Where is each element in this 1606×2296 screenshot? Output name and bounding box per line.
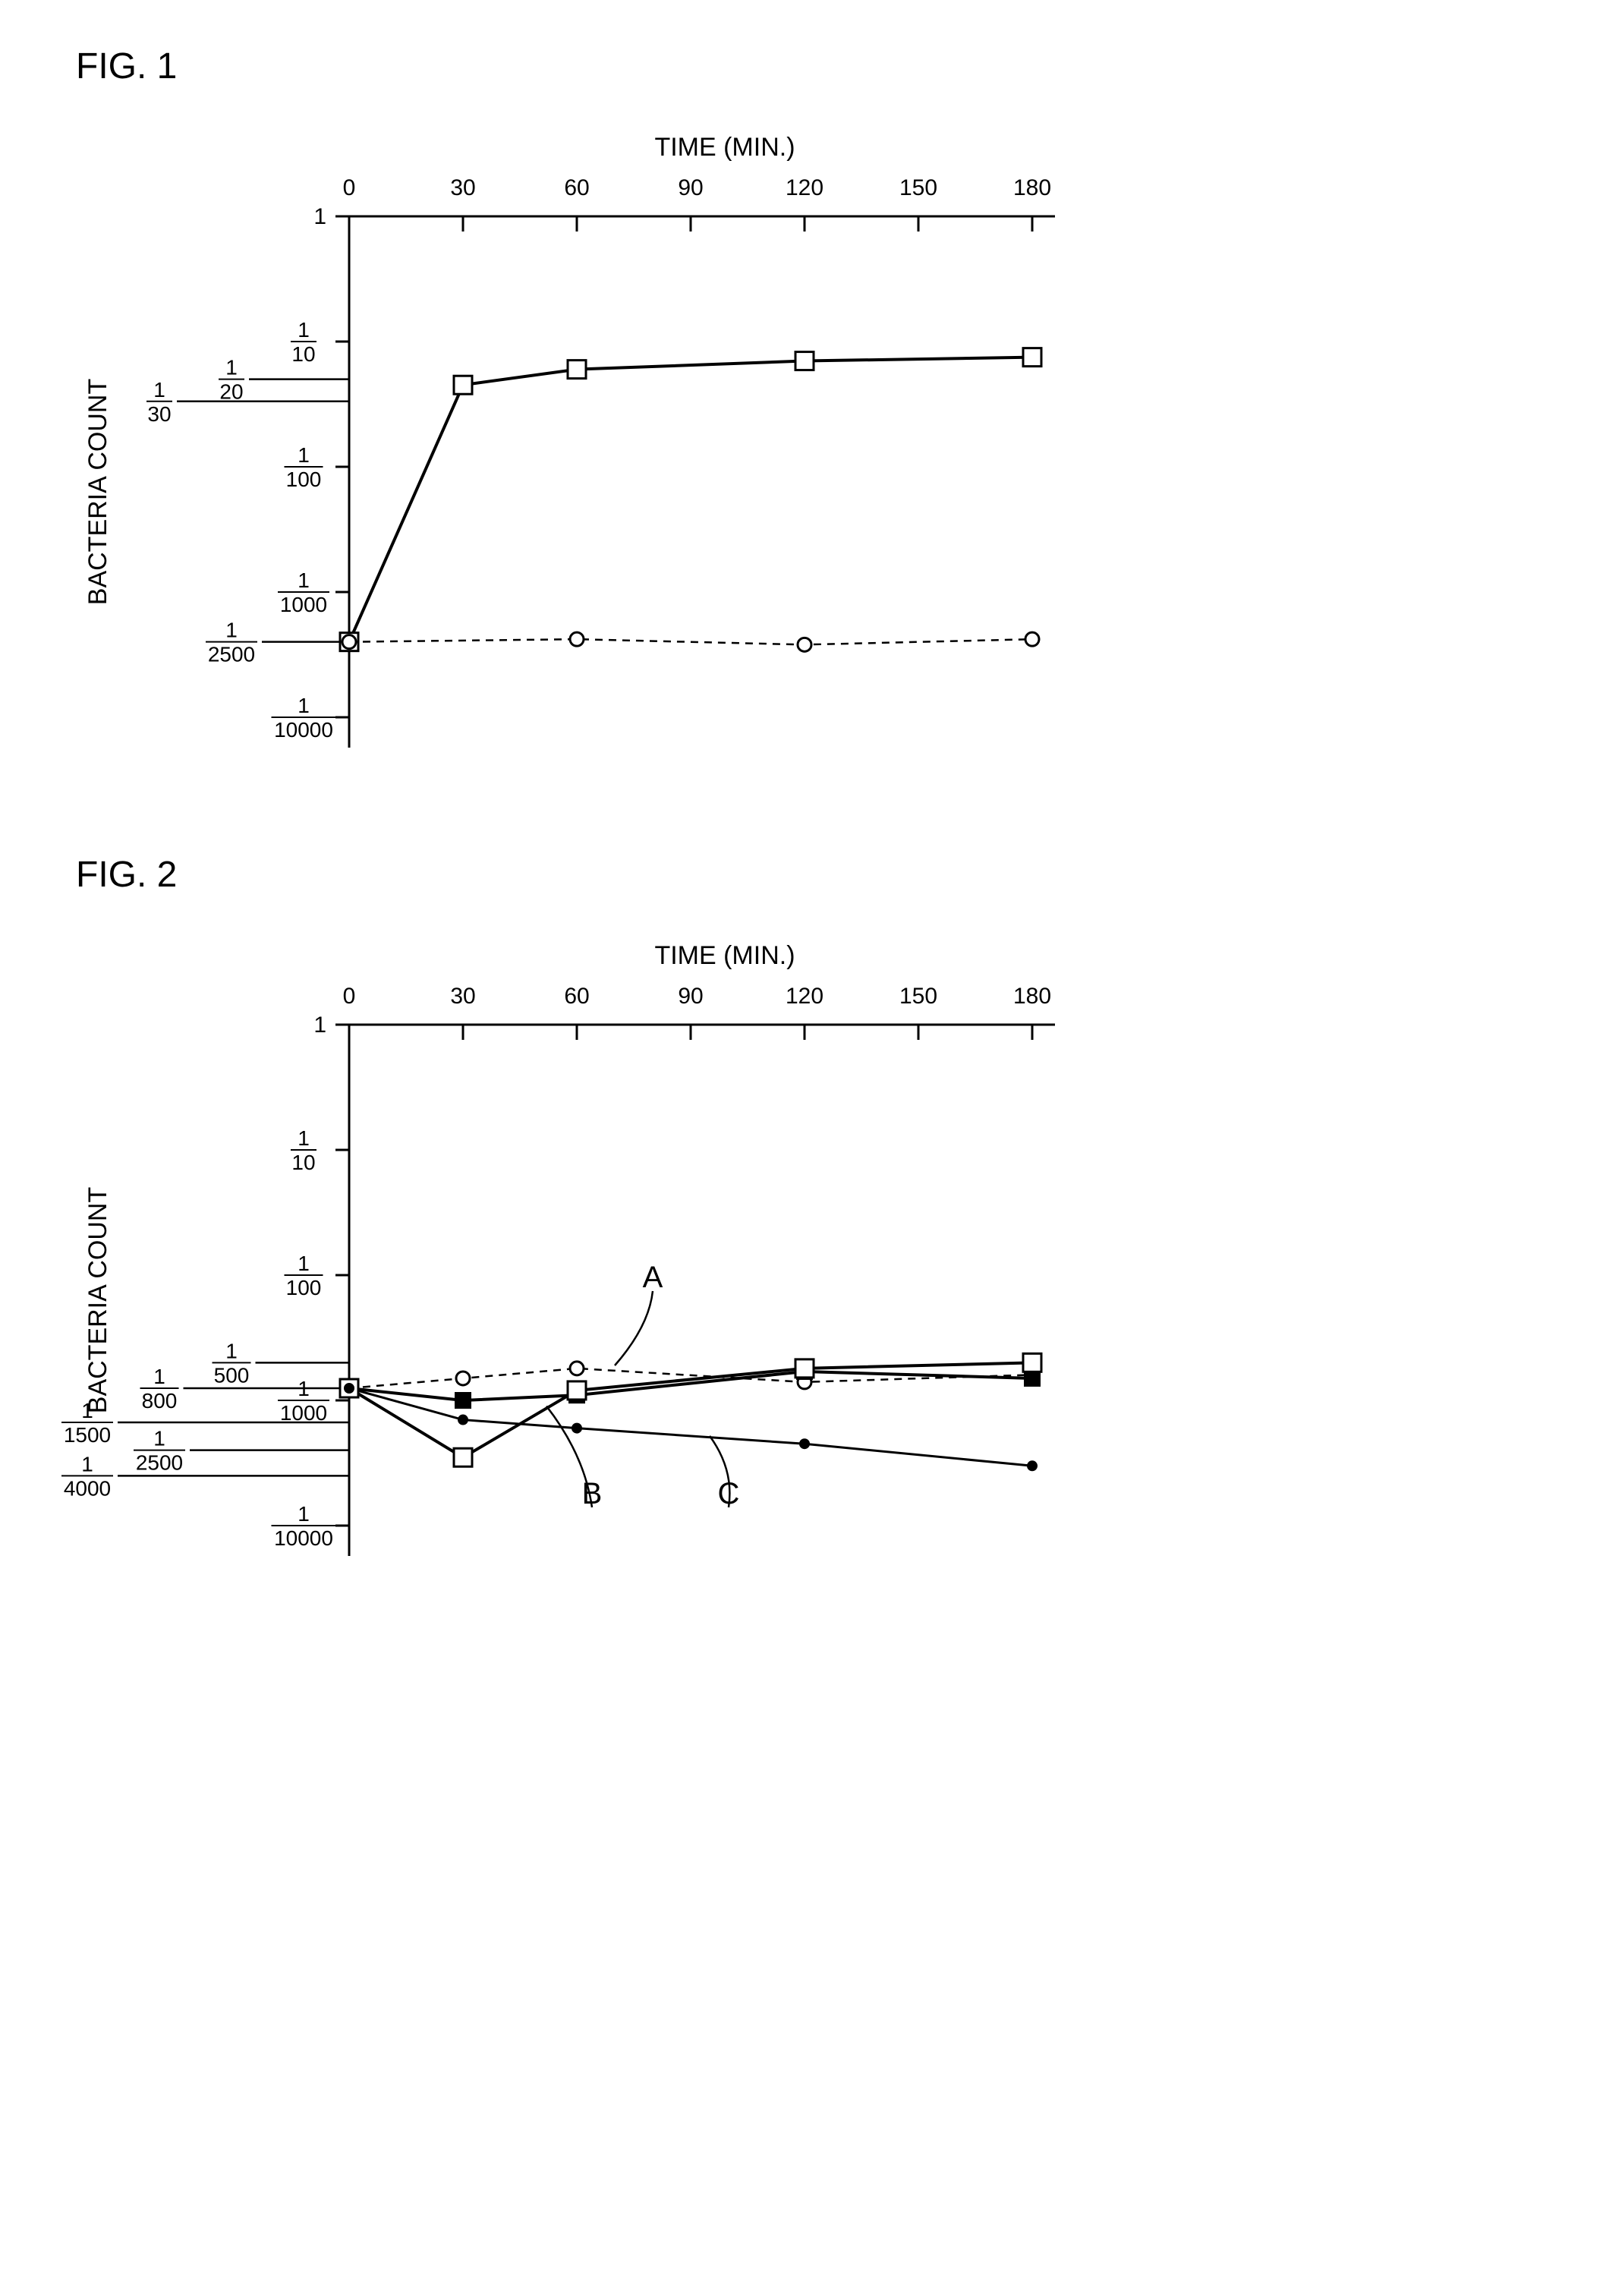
- y-extra-frac-num: 1: [225, 1339, 238, 1362]
- series-C-marker: [572, 1424, 581, 1433]
- fig1-title: FIG. 1: [76, 46, 1576, 87]
- series-open-square-marker: [454, 1448, 472, 1466]
- x-tick-label: 90: [678, 984, 703, 1009]
- y-tick-frac-den: 1000: [280, 593, 327, 616]
- fig2-chart: TIME (MIN.) 0 30 60 90 120 150 180 BACTERIA COUN…: [30, 918, 1576, 1602]
- y-extra-frac-den: 2500: [136, 1451, 183, 1475]
- y-tick-frac-den: 10000: [274, 718, 333, 742]
- y-tick-frac-den: 1000: [280, 1401, 327, 1425]
- series-open-square-marker: [1023, 1353, 1041, 1372]
- x-tick-label: 90: [678, 175, 703, 200]
- fig1-chart: TIME (MIN.)0306090120150180BACTERIA COUN…: [30, 110, 1576, 793]
- y-tick-frac-num: 1: [298, 318, 310, 342]
- y-extra-frac-num: 1: [153, 1427, 165, 1450]
- series-open-square-marker: [568, 1381, 586, 1400]
- annotation-label-A: A: [643, 1261, 663, 1294]
- series-B-marker: [455, 1393, 471, 1408]
- y-tick-frac-num: 1: [298, 1126, 310, 1150]
- series-open-square-line: [349, 1362, 1032, 1457]
- fig2-title: FIG. 2: [76, 854, 1576, 896]
- series-A-marker: [456, 1372, 470, 1385]
- x-tick-label: 0: [343, 175, 356, 200]
- y-tick-frac-num: 1: [298, 443, 310, 467]
- series-C-marker: [1028, 1461, 1037, 1470]
- series-square-marker: [795, 352, 814, 370]
- series-circle-marker: [1025, 632, 1039, 646]
- y-tick-frac-den: 100: [286, 468, 322, 491]
- series-square-marker: [568, 361, 586, 379]
- y-extra-frac-den: 30: [147, 402, 171, 426]
- figure-1: FIG. 1 TIME (MIN.)0306090120150180BACTER…: [30, 46, 1576, 793]
- y-tick-frac-den: 100: [286, 1276, 322, 1299]
- y-extra-frac-den: 1500: [64, 1423, 111, 1447]
- y-tick-frac-num: 1: [298, 694, 310, 717]
- series-B-marker: [1025, 1371, 1040, 1386]
- y-extra-frac-den: 4000: [64, 1476, 111, 1500]
- series-circle-marker: [798, 638, 811, 651]
- series-square-marker: [1023, 348, 1041, 367]
- x-tick-label: 30: [450, 984, 475, 1009]
- y-tick-frac-num: 1: [298, 1252, 310, 1275]
- y-tick-frac-den: 10000: [274, 1526, 333, 1550]
- x-tick-label: 30: [450, 175, 475, 200]
- y-tick-label: 1: [313, 204, 326, 229]
- x-axis-title: TIME (MIN.): [654, 941, 795, 970]
- y-extra-frac-num: 1: [153, 1365, 165, 1388]
- y-extra-frac-num: 1: [153, 378, 165, 402]
- annotation-leader-A: [615, 1291, 653, 1365]
- y-axis-title: BACTERIA COUNT: [83, 379, 112, 605]
- y-axis-title: BACTERIA COUNT: [83, 1187, 112, 1413]
- y-tick-frac-den: 10: [291, 1151, 315, 1174]
- y-extra-frac-num: 1: [81, 1452, 93, 1476]
- series-A-marker: [570, 1362, 584, 1375]
- y-extra-frac-den: 500: [214, 1363, 250, 1387]
- annotation-label-C: C: [718, 1477, 740, 1510]
- series-C-marker: [458, 1416, 468, 1425]
- x-tick-label: 120: [786, 984, 823, 1009]
- x-tick-label: 180: [1013, 984, 1051, 1009]
- x-tick-label: 120: [786, 175, 823, 200]
- y-extra-frac-num: 1: [81, 1399, 93, 1422]
- series-circle-marker: [570, 632, 584, 646]
- series-C-marker: [345, 1384, 354, 1393]
- y-tick-frac-num: 1: [298, 568, 310, 592]
- series-C-marker: [800, 1439, 809, 1448]
- series-square-marker: [454, 376, 472, 394]
- y-tick-label: 1: [313, 1013, 326, 1038]
- x-tick-label: 0: [343, 984, 356, 1009]
- series-circle-line: [349, 639, 1032, 644]
- x-axis-title: TIME (MIN.): [654, 133, 795, 162]
- y-tick-frac-num: 1: [298, 1502, 310, 1526]
- x-tick-label: 150: [899, 175, 937, 200]
- series-circle-marker: [342, 635, 356, 649]
- annotation-label-B: B: [582, 1477, 603, 1510]
- y-tick-frac-den: 10: [291, 342, 315, 366]
- series-square-line: [349, 357, 1032, 642]
- series-open-square-marker: [795, 1359, 814, 1378]
- figure-2: FIG. 2 TIME (MIN.) 0 30 60 90 120 150 180 BACTER…: [30, 854, 1576, 1602]
- x-tick-label: 60: [564, 175, 589, 200]
- y-extra-frac-den: 20: [219, 380, 243, 404]
- y-extra-frac-den: 800: [142, 1389, 178, 1413]
- x-tick-label: 180: [1013, 175, 1051, 200]
- y-extra-frac-num: 1: [225, 619, 238, 642]
- x-tick-label: 150: [899, 984, 937, 1009]
- y-extra-frac-den: 2500: [208, 643, 255, 666]
- x-tick-label: 60: [564, 984, 589, 1009]
- y-extra-frac-num: 1: [225, 356, 238, 380]
